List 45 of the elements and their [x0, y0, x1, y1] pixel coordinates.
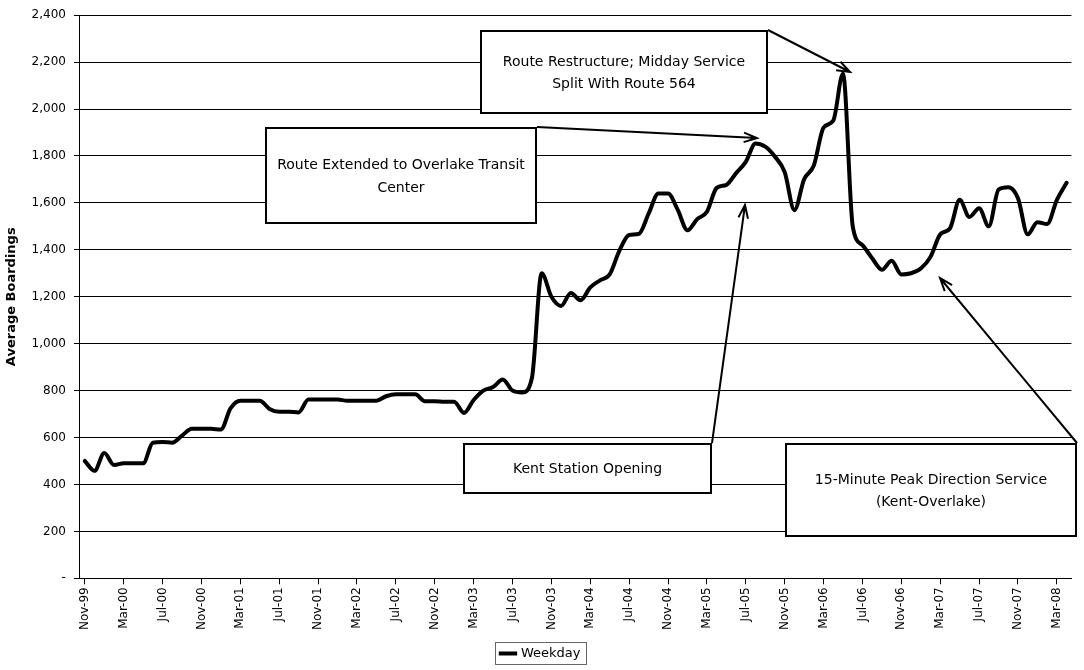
x-tick-label: Mar-02 — [349, 587, 364, 629]
x-tick-label: Jul-07 — [971, 587, 986, 623]
x-tick-label: Nov-04 — [660, 587, 675, 631]
x-tick-label: Jul-03 — [504, 587, 519, 623]
x-tick-label: Mar-06 — [815, 587, 830, 629]
x-tick-label: Mar-03 — [465, 587, 480, 629]
callout-box: Kent Station Opening — [463, 443, 712, 494]
y-tick-label: 200 — [43, 523, 66, 538]
y-tick-label: 1,400 — [31, 241, 66, 256]
x-tick-label: Mar-07 — [932, 587, 947, 629]
legend-label: Weekday — [520, 644, 581, 660]
y-tick-label: 1,600 — [31, 195, 66, 210]
x-tick-label: Mar-05 — [699, 587, 714, 629]
x-tick-label: Jul-01 — [271, 587, 286, 623]
x-tick-label: Nov-01 — [310, 587, 325, 631]
x-tick-label: Jul-06 — [854, 587, 869, 623]
y-tick-label: 1,200 — [31, 288, 66, 303]
x-tick-label: Nov-07 — [1010, 587, 1025, 631]
y-tick-label: 2,400 — [31, 7, 66, 22]
x-tick-label: Mar-08 — [1048, 587, 1063, 629]
y-tick-label: 600 — [43, 429, 66, 444]
x-tick-label: Jul-04 — [621, 587, 636, 623]
x-tick-label: Nov-05 — [776, 587, 791, 631]
y-tick-label: 2,200 — [31, 54, 66, 69]
x-tick-label: Jul-05 — [737, 587, 752, 623]
y-tick-label: - — [61, 570, 66, 585]
callout-box: Route Restructure; Midday Service Split With Route 564 — [480, 30, 768, 114]
x-tick-label: Nov-00 — [193, 587, 208, 631]
x-tick-label: Nov-06 — [893, 587, 908, 631]
callout-box: Route Extended to Overlake Transit Center — [265, 127, 537, 224]
x-tick-label: Nov-03 — [543, 587, 558, 631]
y-axis-title: Average Boardings — [3, 227, 19, 367]
y-tick-label: 2,000 — [31, 101, 66, 116]
callout-box: 15-Minute Peak Direction Service (Kent-Overlake) — [785, 443, 1077, 537]
x-tick-label: Jul-00 — [154, 587, 169, 623]
y-tick-label: 1,000 — [31, 335, 66, 350]
x-tick-label: Mar-01 — [232, 587, 247, 629]
y-tick-label: 400 — [43, 476, 66, 491]
x-tick-label: Jul-02 — [388, 587, 402, 623]
x-tick-label: Nov-02 — [426, 587, 441, 631]
x-tick-label: Mar-00 — [115, 587, 130, 629]
x-tick-label: Nov-99 — [76, 587, 91, 631]
x-tick-label: Mar-04 — [582, 587, 597, 629]
y-tick-label: 1,800 — [31, 148, 66, 163]
y-tick-label: 800 — [43, 382, 66, 397]
